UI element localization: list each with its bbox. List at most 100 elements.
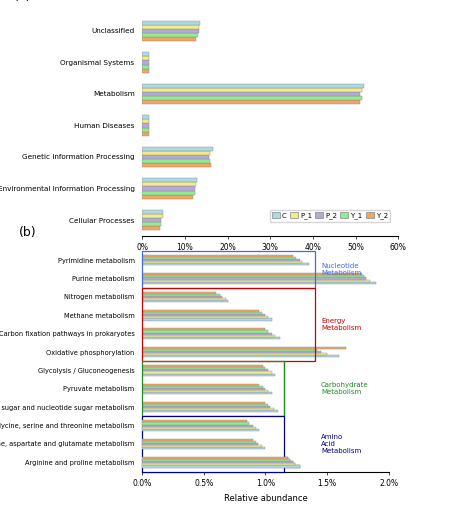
Bar — [142, 210, 163, 214]
Bar — [142, 52, 148, 56]
Bar — [142, 115, 148, 119]
Bar — [142, 461, 292, 463]
Bar — [142, 329, 265, 331]
Bar — [142, 84, 364, 88]
Bar — [142, 147, 212, 151]
Text: (b): (b) — [19, 226, 36, 238]
Bar — [142, 351, 321, 353]
Bar — [142, 361, 284, 416]
Text: Amino
Acid
Metabolism: Amino Acid Metabolism — [321, 434, 361, 454]
Bar — [142, 88, 362, 92]
Bar — [142, 37, 195, 41]
Bar — [142, 465, 300, 467]
Bar — [142, 372, 272, 374]
Bar — [142, 459, 290, 461]
Bar — [142, 226, 160, 230]
Bar — [142, 420, 247, 422]
Bar — [142, 404, 268, 406]
Bar — [142, 128, 148, 132]
Bar — [142, 365, 263, 367]
Bar — [142, 424, 253, 426]
Bar — [142, 159, 210, 163]
Bar — [142, 132, 148, 136]
X-axis label: Relative abundance: Relative abundance — [228, 258, 312, 267]
Bar — [142, 443, 258, 445]
Bar — [142, 422, 249, 424]
Bar — [142, 463, 295, 465]
Bar — [142, 443, 258, 445]
Bar — [142, 294, 220, 296]
Bar — [142, 214, 163, 218]
Bar — [142, 155, 209, 159]
Bar — [142, 178, 197, 183]
Bar — [142, 218, 161, 222]
Bar — [142, 406, 270, 408]
Bar — [142, 353, 327, 355]
Bar — [142, 33, 198, 37]
Bar — [142, 263, 309, 266]
Bar — [142, 422, 249, 424]
Bar — [142, 25, 199, 29]
Bar — [142, 463, 295, 465]
Bar — [142, 56, 148, 60]
Bar — [142, 123, 148, 128]
Bar — [142, 316, 268, 318]
Bar — [142, 424, 253, 426]
Bar — [142, 457, 288, 459]
Bar — [142, 21, 200, 25]
Bar — [142, 392, 272, 394]
Bar — [142, 191, 195, 195]
Bar — [142, 410, 278, 413]
Bar — [142, 420, 247, 422]
Bar — [142, 255, 292, 257]
Bar — [142, 292, 216, 294]
Bar — [142, 439, 253, 441]
Bar — [142, 163, 211, 167]
Bar — [142, 333, 272, 335]
Bar — [142, 259, 300, 261]
Bar — [142, 273, 362, 275]
Bar — [142, 279, 370, 282]
Bar — [142, 335, 275, 337]
Bar — [142, 119, 148, 123]
Bar — [142, 459, 290, 461]
Bar — [142, 100, 360, 104]
Bar — [142, 195, 193, 199]
Bar — [142, 222, 161, 226]
Bar — [142, 300, 228, 302]
Bar — [142, 282, 376, 284]
Bar — [142, 318, 272, 320]
Bar — [142, 426, 255, 429]
Bar — [142, 408, 274, 410]
Bar — [142, 445, 262, 447]
Bar — [142, 445, 262, 447]
Text: Nucleotide
Metabolism: Nucleotide Metabolism — [321, 263, 361, 276]
Bar — [142, 355, 339, 357]
Bar — [142, 331, 268, 333]
Bar — [142, 457, 288, 459]
Bar — [142, 447, 265, 449]
Bar — [142, 288, 315, 361]
Bar — [142, 461, 292, 463]
Bar — [142, 60, 148, 64]
Bar — [142, 416, 284, 472]
Bar — [142, 261, 302, 263]
Bar — [142, 337, 280, 339]
Bar — [142, 465, 300, 467]
Bar — [142, 29, 199, 33]
Bar — [142, 275, 364, 277]
Bar — [142, 257, 296, 259]
Legend: C, P_1, P_2, Y_1, Y_2: C, P_1, P_2, Y_1, Y_2 — [270, 210, 390, 222]
Bar — [142, 296, 222, 298]
Bar — [142, 429, 259, 431]
Bar — [142, 277, 366, 279]
Bar — [142, 183, 195, 187]
Bar — [142, 312, 262, 314]
Bar — [142, 314, 265, 316]
Bar — [142, 251, 315, 287]
Bar — [142, 96, 362, 100]
Bar — [142, 370, 268, 372]
Bar — [142, 92, 360, 96]
Bar — [142, 383, 259, 386]
Text: Carbohydrate
Metabolism: Carbohydrate Metabolism — [321, 382, 368, 395]
